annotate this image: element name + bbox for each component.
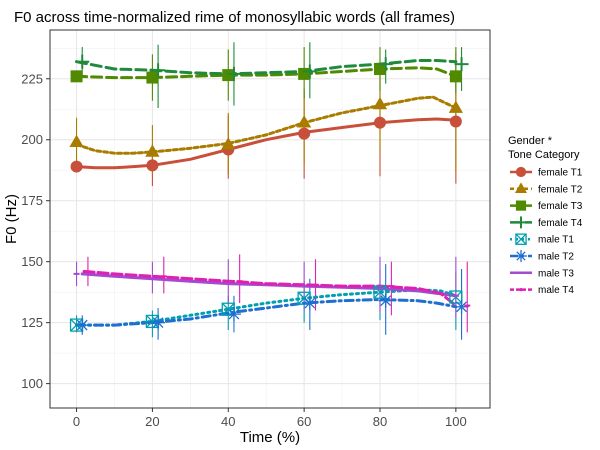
x-axis-title: Time (%) (240, 429, 300, 446)
y-axis-title: F0 (Hz) (3, 194, 20, 244)
data-point (69, 134, 84, 148)
data-point (297, 115, 312, 128)
legend-title-line-1: Gender * (508, 135, 553, 147)
data-point (448, 100, 463, 113)
data-point (449, 70, 462, 83)
data-point (226, 66, 241, 81)
data-point (151, 63, 166, 78)
data-point (151, 315, 166, 330)
data-point (374, 63, 386, 76)
legend-item: male T2 (510, 250, 574, 263)
data-point (146, 159, 159, 172)
legend-key-dot (519, 288, 523, 292)
legend-item: male T3 (510, 268, 574, 279)
series-line (82, 269, 458, 308)
series-line (75, 95, 458, 155)
grid-minor (50, 30, 490, 408)
data-point (374, 116, 386, 129)
grid-major (50, 30, 490, 408)
plot-panel (49, 29, 491, 409)
x-tick-label: 100 (445, 414, 467, 429)
series-line (75, 298, 458, 327)
chart-title: F0 across time-normalized rime of monosy… (14, 9, 455, 26)
x-tick-label: 80 (373, 414, 387, 429)
legend-items: female T1 female T2 female T3 female T4 male… (510, 166, 583, 296)
legend-label: male T4 (538, 285, 574, 296)
y-tick-label: 125 (21, 315, 43, 330)
legend-key-marker (515, 216, 527, 229)
x-tick-label: 40 (221, 414, 235, 429)
data-point (75, 318, 90, 333)
data-point (449, 115, 462, 128)
series-line (75, 66, 458, 80)
y-tick-label: 225 (21, 71, 43, 86)
data-point (372, 96, 388, 110)
legend-label: male T1 (538, 235, 574, 246)
legend-label: female T1 (538, 168, 583, 179)
data-point (70, 70, 83, 83)
legend-key-marker (515, 233, 527, 245)
y-tick-label: 100 (21, 376, 43, 391)
legend-key-marker (515, 200, 527, 211)
data-point (449, 290, 463, 304)
legend-item: male T4 (510, 285, 574, 296)
legend-label: male T2 (538, 252, 574, 263)
data-point (226, 307, 241, 322)
data-point (454, 299, 469, 314)
legend-item: male T1 (510, 233, 574, 246)
data-point (145, 144, 160, 157)
series-line (75, 117, 458, 170)
data-point (146, 71, 159, 84)
data-point (302, 296, 317, 311)
legend-key-marker (515, 250, 527, 262)
data-point (454, 57, 469, 72)
series-markers (69, 54, 471, 333)
legend-item: female T2 (510, 182, 583, 195)
legend-label: male T3 (538, 268, 574, 279)
x-tick-label: 20 (145, 414, 159, 429)
legend-label: female T3 (538, 201, 583, 212)
series-lines (75, 59, 458, 327)
series-line (75, 59, 458, 76)
y-tick-label: 200 (21, 132, 43, 147)
data-point (302, 64, 317, 79)
plot-background (50, 30, 490, 408)
legend-title-line-2: Tone Category (508, 149, 580, 161)
legend-item: female T1 (510, 166, 583, 179)
data-point (75, 54, 90, 69)
legend-item: female T4 (510, 216, 583, 229)
data-point (378, 293, 393, 308)
legend-key-marker (515, 166, 527, 178)
legend-key-marker (514, 182, 528, 193)
x-tick-label: 60 (297, 414, 311, 429)
data-point (373, 285, 387, 299)
legend-label: female T4 (538, 218, 583, 229)
data-point (298, 127, 311, 140)
y-tick-label: 175 (21, 193, 43, 208)
data-point (221, 137, 236, 150)
y-axis: 100 125 150 175 200 225 (21, 71, 50, 391)
data-point (298, 67, 311, 80)
data-point (222, 69, 235, 82)
legend-label: female T2 (538, 184, 583, 195)
plot-border (49, 29, 491, 409)
data-point (70, 160, 83, 173)
y-tick-label: 150 (21, 254, 43, 269)
data-point (378, 57, 393, 72)
x-tick-label: 0 (73, 414, 80, 429)
x-axis: 0 20 40 60 80 100 (73, 408, 467, 429)
legend-item: female T3 (510, 200, 583, 212)
